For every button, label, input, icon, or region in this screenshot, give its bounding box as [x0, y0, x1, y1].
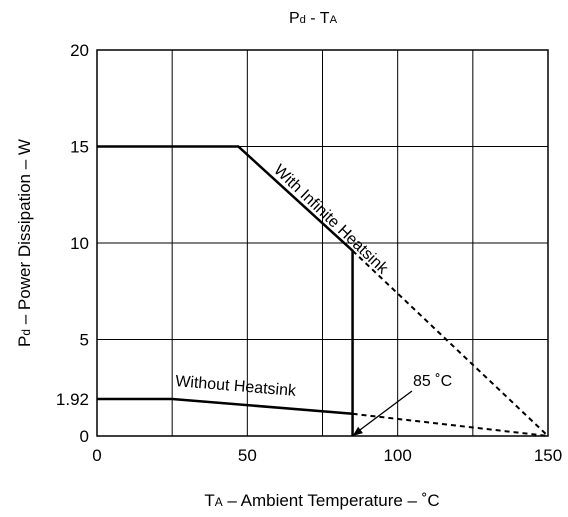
y-tick-label: 15 — [70, 138, 89, 157]
plot-frame — [96, 49, 549, 437]
y-tick-label: 10 — [70, 234, 89, 253]
grid — [96, 49, 549, 437]
annotation-arrowhead — [352, 426, 363, 436]
series-lines — [97, 145, 549, 437]
x-tick-label: 0 — [92, 446, 101, 465]
series-label-infinite-heatsink: With Infinite Heatsink — [270, 162, 391, 278]
annotation-85c-label: 85 ˚C — [413, 373, 452, 390]
series-line-without-heatsink — [97, 397, 353, 416]
x-tick-labels: 0 50 100 150 — [92, 446, 562, 465]
x-axis-label: TA – Ambient Temperature – ˚C — [204, 491, 439, 510]
y-tick-label: 20 — [70, 41, 89, 60]
chart-title: Pd - TA — [289, 10, 338, 27]
x-tick-label: 150 — [534, 446, 562, 465]
series-label-without-heatsink: Without Heatsink — [175, 373, 298, 400]
y-tick-labels: 0 1.92 5 10 15 20 — [56, 41, 89, 446]
y-tick-label: 0 — [80, 427, 89, 446]
y-axis-label: Pd – Power Dissipation – W — [15, 139, 34, 347]
series-extension-infinite-heatsink — [351, 249, 549, 437]
x-tick-label: 50 — [238, 446, 257, 465]
curve-labels: With Infinite Heatsink Without Heatsink 85… — [175, 162, 452, 436]
y-tick-label: 5 — [80, 331, 89, 350]
x-tick-label: 100 — [383, 446, 411, 465]
annotation-arrow-line — [354, 390, 413, 435]
series-extension-without-heatsink — [352, 412, 549, 437]
series-line-infinite-heatsink — [97, 145, 354, 436]
y-tick-label: 1.92 — [56, 390, 89, 409]
